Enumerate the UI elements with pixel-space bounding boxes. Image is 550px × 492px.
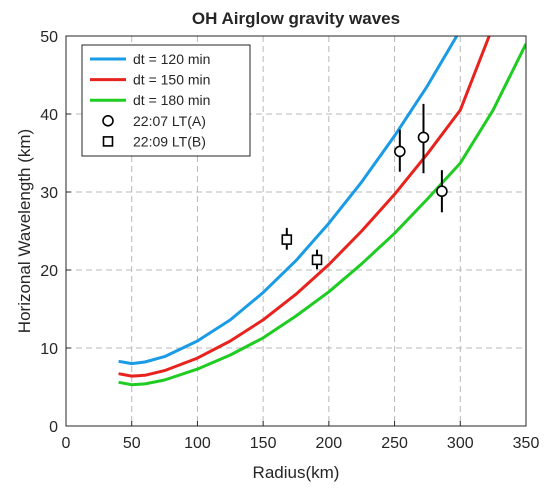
x-tick-label: 350	[513, 435, 540, 452]
legend-label: dt = 120 min	[133, 51, 210, 67]
legend-circle-marker	[102, 115, 114, 127]
chart-title: OH Airglow gravity waves	[192, 9, 400, 28]
circle-marker	[394, 145, 406, 158]
square-marker	[311, 254, 323, 266]
series-line	[118, 36, 459, 366]
x-tick-label: 50	[123, 435, 141, 452]
observation-markers	[281, 103, 448, 270]
series-line	[118, 43, 526, 387]
y-tick-label: 50	[40, 29, 58, 46]
square-marker	[281, 234, 293, 245]
legend-label: dt = 150 min	[133, 72, 210, 88]
y-tick-label: 10	[40, 341, 58, 358]
legend-label: 22:09 LT(B)	[133, 133, 206, 149]
legend-label: 22:07 LT(A)	[133, 113, 206, 129]
x-tick-label: 150	[250, 435, 277, 452]
x-tick-label: 300	[447, 435, 474, 452]
y-tick-label: 40	[40, 107, 58, 124]
legend-label: dt = 180 min	[133, 92, 210, 108]
series-line	[118, 36, 491, 378]
y-tick-labels: 0 10 20 30 40 50	[40, 29, 58, 436]
circle-marker	[436, 185, 448, 198]
y-tick-label: 20	[40, 263, 58, 280]
x-tick-label: 200	[316, 435, 343, 452]
legend-square-marker	[102, 136, 114, 147]
x-axis-label: Radius(km)	[253, 463, 340, 482]
legend: dt = 120 min dt = 150 min dt = 180 min 22:0…	[81, 44, 251, 157]
x-tick-label: 100	[184, 435, 211, 452]
circle-marker	[417, 131, 430, 144]
series-lines	[118, 36, 526, 387]
x-tick-label: 250	[381, 435, 408, 452]
x-tick-labels: 0 50 100 150 200 250 300 350	[62, 435, 540, 452]
y-axis-label: Horizonal Wavelength (km)	[15, 129, 34, 333]
y-tick-label: 0	[49, 419, 58, 436]
y-tick-label: 30	[40, 185, 58, 202]
plot-frame	[65, 35, 527, 427]
x-tick-label: 0	[62, 435, 71, 452]
